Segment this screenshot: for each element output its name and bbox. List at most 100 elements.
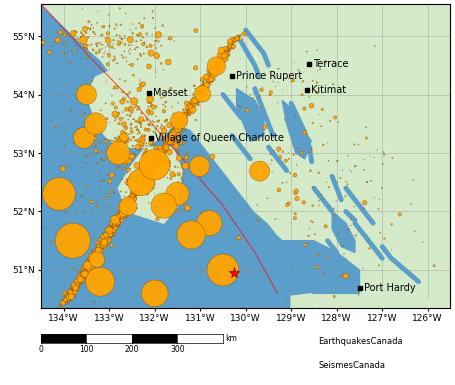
Point xyxy=(178,121,186,127)
Point xyxy=(125,196,132,203)
Point xyxy=(79,276,86,282)
Point xyxy=(69,285,76,291)
Point xyxy=(172,135,179,141)
Point xyxy=(84,238,91,244)
Point xyxy=(130,193,137,199)
Point xyxy=(143,164,151,170)
Point xyxy=(206,76,213,82)
Point xyxy=(172,121,180,127)
Point xyxy=(140,179,147,186)
Point xyxy=(127,203,134,209)
Point xyxy=(86,262,93,268)
Point xyxy=(207,75,214,81)
Point xyxy=(124,202,131,208)
Point xyxy=(108,187,115,194)
Point xyxy=(89,210,96,216)
Point xyxy=(212,64,219,70)
Point xyxy=(125,199,132,205)
Point xyxy=(122,139,129,145)
Point xyxy=(129,196,136,202)
Point xyxy=(136,173,144,179)
Point xyxy=(63,295,70,301)
Point xyxy=(120,210,127,216)
Point xyxy=(117,214,125,220)
Point xyxy=(96,47,103,53)
Point xyxy=(82,260,89,266)
Point xyxy=(114,218,121,224)
Point xyxy=(179,115,187,121)
Point xyxy=(90,99,97,105)
Point xyxy=(186,107,193,113)
Point xyxy=(234,36,242,42)
Point xyxy=(92,252,99,258)
Point xyxy=(87,263,95,269)
Point xyxy=(160,152,167,158)
Point xyxy=(132,190,139,196)
Point xyxy=(81,272,88,278)
Point xyxy=(132,25,140,31)
Point xyxy=(110,138,117,144)
Point xyxy=(102,235,109,241)
Point xyxy=(115,224,122,231)
Point xyxy=(143,142,150,149)
Point xyxy=(126,112,134,119)
Point xyxy=(180,113,187,119)
Point xyxy=(170,135,177,141)
Point xyxy=(134,33,142,39)
Point xyxy=(148,151,156,157)
Point xyxy=(91,249,99,256)
Point xyxy=(94,255,101,261)
Point xyxy=(73,276,81,283)
Point xyxy=(128,137,135,143)
Point xyxy=(209,65,217,71)
Point xyxy=(162,143,170,149)
Point xyxy=(235,35,242,41)
Point xyxy=(209,69,216,75)
Point xyxy=(71,280,78,286)
Point xyxy=(183,113,191,119)
Point xyxy=(106,22,113,28)
Point xyxy=(228,42,235,49)
Point xyxy=(75,275,82,281)
Point xyxy=(89,264,96,271)
Point xyxy=(210,63,217,69)
Point xyxy=(281,116,288,122)
Point xyxy=(101,177,108,184)
Point xyxy=(210,69,217,75)
Point xyxy=(98,247,105,253)
Point xyxy=(97,241,105,247)
Point xyxy=(208,65,216,72)
Point xyxy=(64,298,71,304)
Point xyxy=(140,50,147,57)
Point xyxy=(104,35,111,41)
Point xyxy=(64,294,71,300)
Point xyxy=(176,127,183,134)
Point xyxy=(258,104,265,110)
Point xyxy=(206,67,213,73)
Point xyxy=(74,279,81,285)
Point xyxy=(106,52,113,59)
Point xyxy=(207,63,215,69)
Point xyxy=(301,129,308,136)
Point xyxy=(141,171,148,177)
Point xyxy=(180,115,187,121)
Point xyxy=(63,294,71,300)
Point xyxy=(90,249,97,255)
Point xyxy=(195,91,202,97)
Point xyxy=(152,155,160,161)
Point xyxy=(173,120,180,126)
Point xyxy=(139,169,146,176)
Point xyxy=(142,170,150,176)
Point xyxy=(91,143,99,149)
Point xyxy=(132,194,140,201)
Point xyxy=(69,290,76,296)
Point xyxy=(136,188,144,194)
Point xyxy=(85,260,92,266)
Point xyxy=(189,101,197,107)
Point xyxy=(134,137,142,144)
Point xyxy=(142,172,150,178)
Point xyxy=(146,172,153,178)
Point xyxy=(223,47,231,54)
Point xyxy=(66,293,73,299)
Point xyxy=(100,242,107,248)
